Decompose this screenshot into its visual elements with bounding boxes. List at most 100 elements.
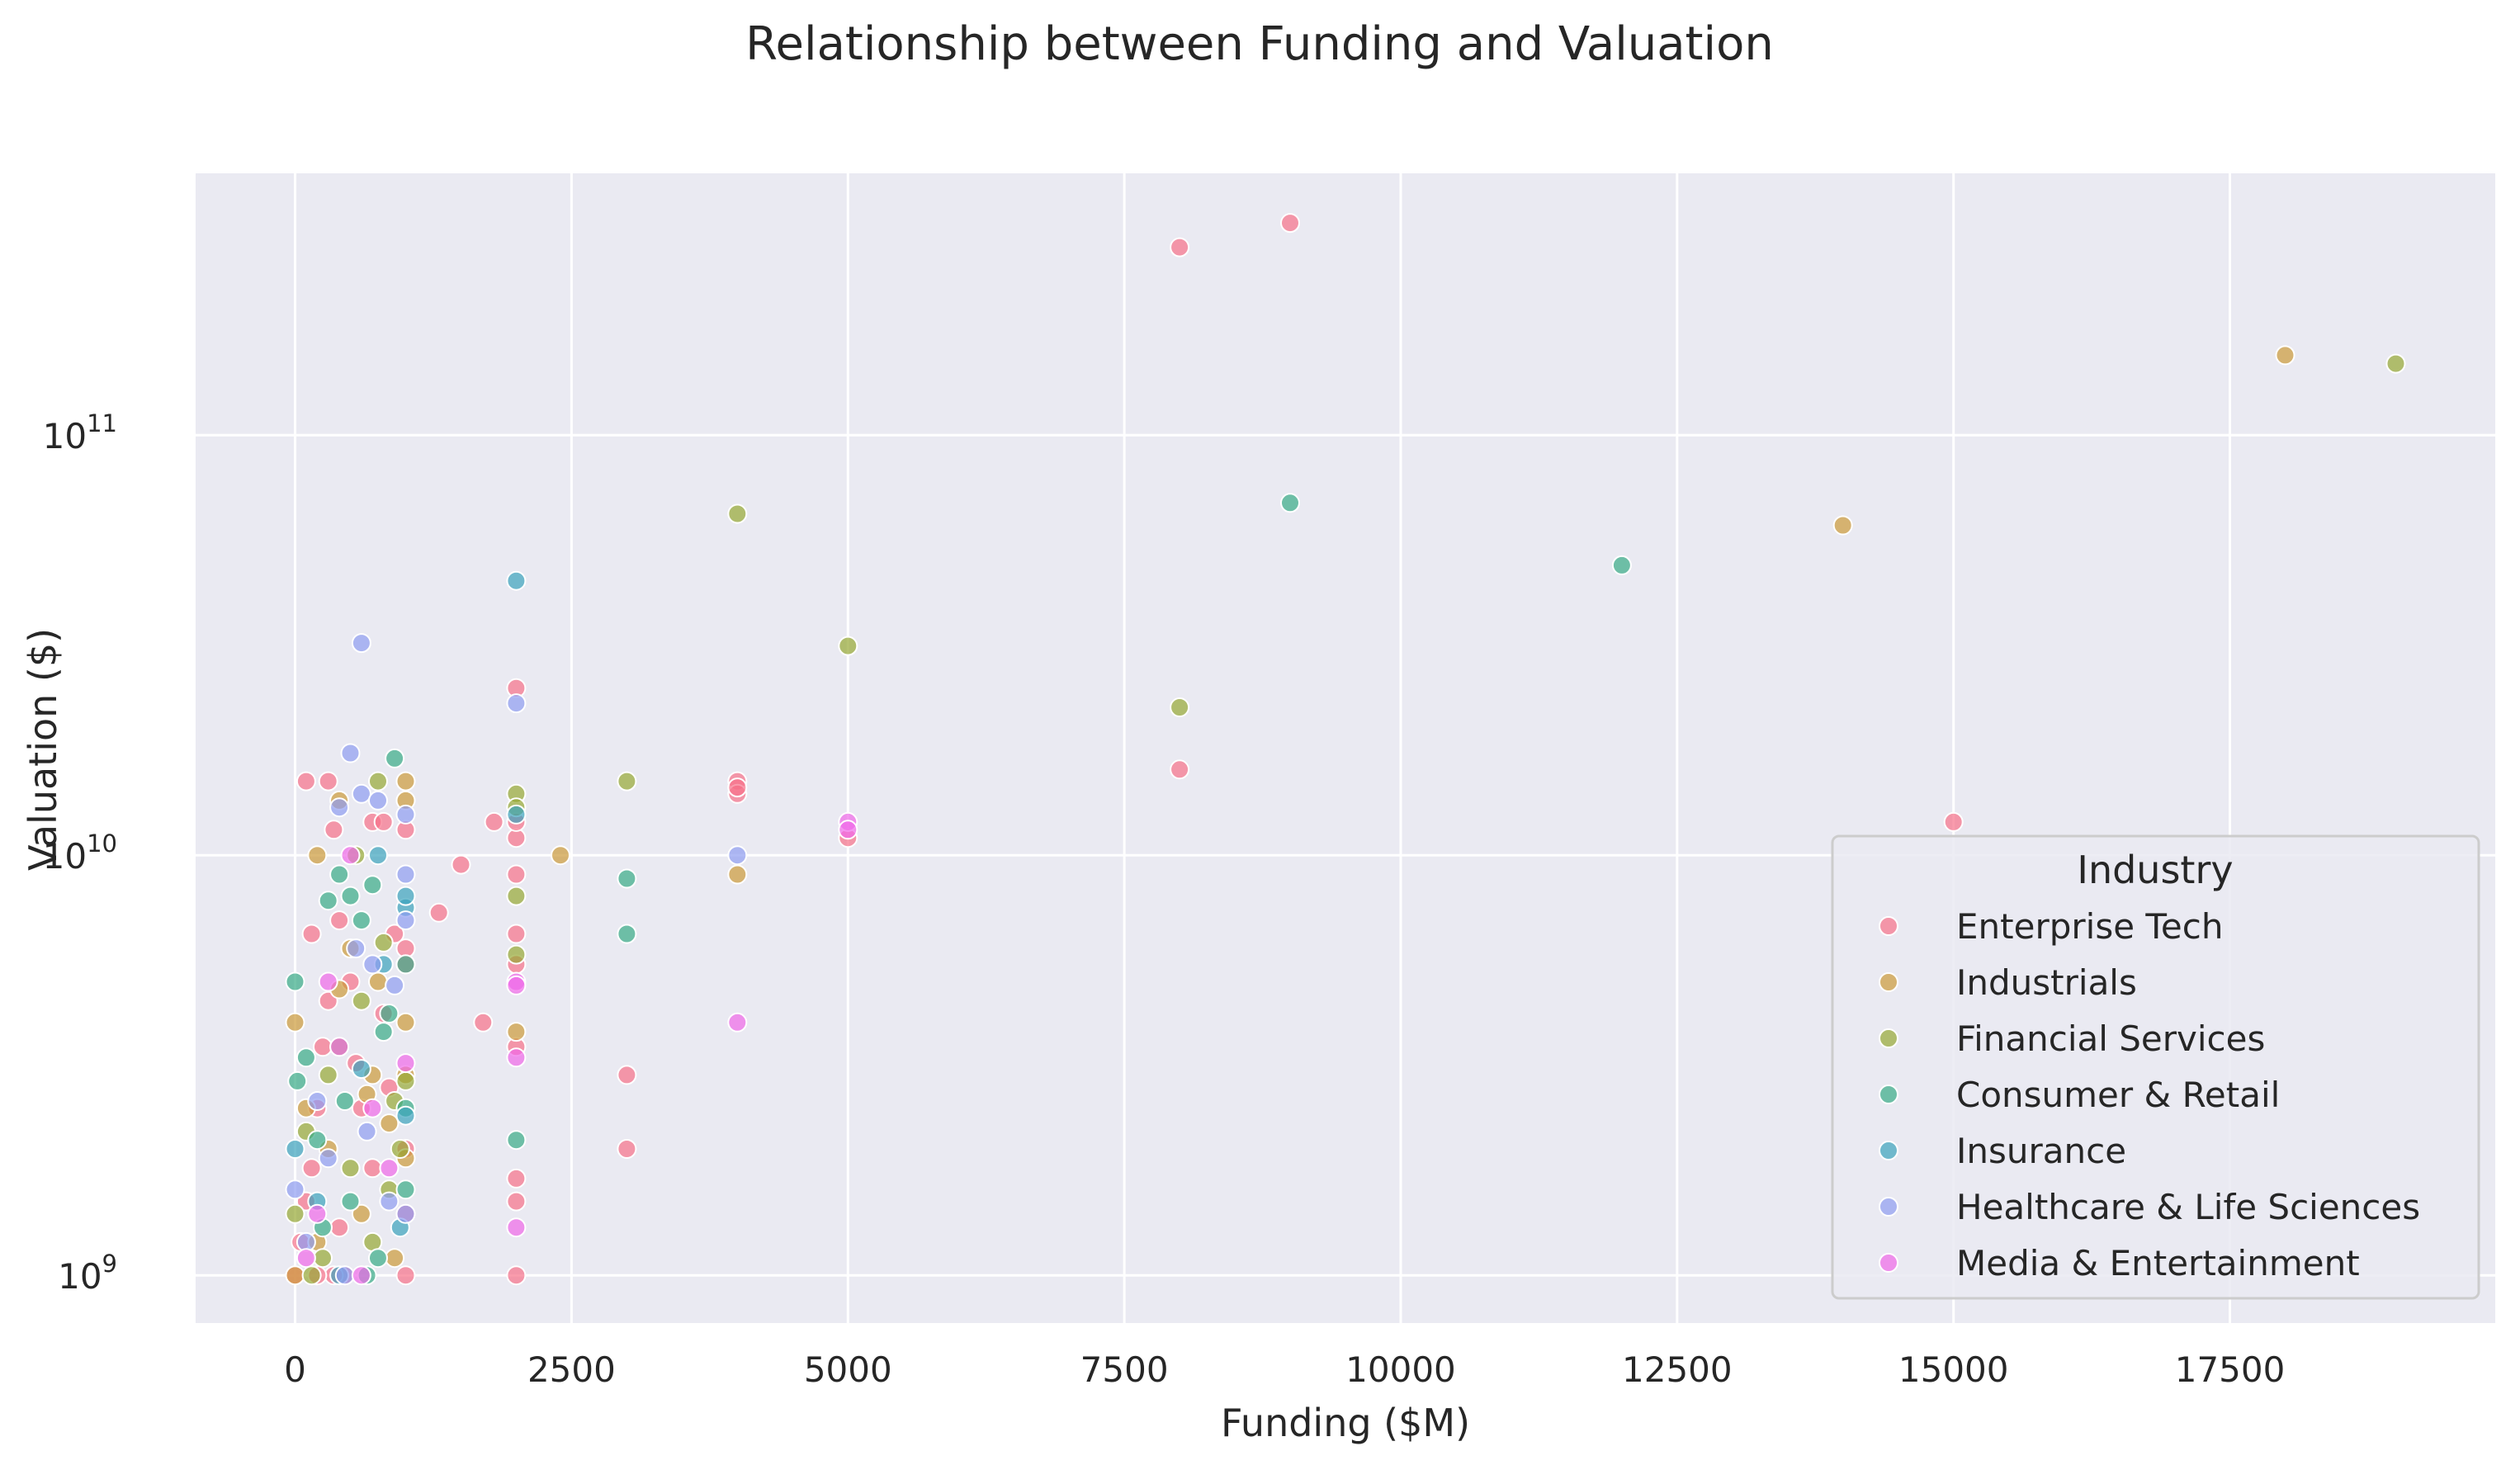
- data-point: [362, 1098, 383, 1118]
- data-point: [395, 910, 416, 931]
- data-point: [295, 1248, 316, 1269]
- data-point: [351, 1265, 371, 1286]
- data-point: [617, 868, 637, 889]
- data-point: [373, 811, 394, 832]
- data-point: [1170, 759, 1190, 780]
- data-point: [1280, 493, 1300, 513]
- data-point: [506, 693, 527, 714]
- y-tick-label: 109: [58, 1250, 117, 1297]
- data-point: [307, 845, 328, 866]
- data-point: [318, 891, 338, 911]
- data-point: [506, 804, 527, 825]
- legend-label: Insurance: [1956, 1131, 2126, 1171]
- data-point: [362, 875, 383, 896]
- legend-label: Financial Services: [1956, 1018, 2265, 1059]
- data-point: [285, 971, 305, 992]
- data-point: [351, 910, 371, 931]
- data-point: [395, 804, 416, 825]
- data-point: [379, 1158, 400, 1179]
- data-point: [395, 864, 416, 885]
- data-point: [362, 1158, 383, 1179]
- data-point: [1280, 213, 1300, 234]
- x-tick-label: 2500: [527, 1349, 616, 1390]
- data-point: [285, 1265, 305, 1286]
- x-tick-label: 5000: [804, 1349, 892, 1390]
- data-point: [285, 1203, 305, 1224]
- data-point: [287, 1070, 308, 1091]
- data-point: [340, 1158, 361, 1179]
- data-point: [1170, 237, 1190, 258]
- data-point: [334, 1091, 355, 1111]
- legend-marker: [1879, 1253, 1898, 1273]
- legend-title: Industry: [2077, 848, 2233, 892]
- data-point: [1611, 555, 1632, 575]
- data-point: [351, 783, 371, 804]
- data-point: [301, 924, 322, 944]
- x-tick-label: 0: [284, 1349, 306, 1390]
- data-point: [428, 902, 449, 923]
- legend-marker: [1879, 1085, 1898, 1104]
- data-point: [395, 1105, 416, 1126]
- x-axis-ticks: 0 2500 5000 7500 10000 12500 15000 17500: [284, 1349, 2285, 1390]
- data-point: [340, 845, 361, 866]
- legend-label: Industrials: [1956, 962, 2137, 1003]
- x-tick-label: 10000: [1345, 1349, 1456, 1390]
- data-point: [506, 886, 527, 906]
- data-point: [329, 797, 350, 818]
- data-point: [307, 1203, 328, 1224]
- legend-label: Consumer & Retail: [1956, 1075, 2280, 1115]
- data-point: [838, 820, 858, 840]
- chart-title: Relationship between Funding and Valuati…: [745, 17, 1774, 71]
- data-point: [727, 845, 748, 866]
- data-point: [368, 771, 388, 792]
- data-point: [395, 886, 416, 906]
- data-point: [395, 1265, 416, 1286]
- data-point: [351, 1203, 371, 1224]
- data-point: [506, 1047, 527, 1068]
- data-points: [285, 213, 2406, 1286]
- data-point: [351, 990, 371, 1011]
- data-point: [329, 910, 350, 931]
- y-tick-label: 1011: [43, 409, 117, 456]
- data-point: [395, 954, 416, 975]
- data-point: [2275, 345, 2295, 366]
- data-point: [368, 790, 388, 810]
- x-tick-label: 17500: [2175, 1349, 2286, 1390]
- data-point: [506, 1130, 527, 1151]
- data-point: [379, 1191, 400, 1212]
- data-point: [368, 971, 388, 992]
- data-point: [617, 771, 637, 792]
- data-point: [357, 1121, 377, 1141]
- data-point: [307, 1130, 328, 1151]
- data-point: [727, 503, 748, 524]
- data-point: [340, 886, 361, 906]
- data-point: [1943, 811, 1964, 832]
- data-point: [473, 1012, 494, 1033]
- data-point: [373, 1022, 394, 1042]
- data-point: [368, 1248, 388, 1269]
- data-point: [506, 864, 527, 885]
- legend-label: Healthcare & Life Sciences: [1956, 1187, 2420, 1227]
- data-point: [385, 748, 405, 768]
- data-point: [506, 570, 527, 591]
- legend-marker: [1879, 1141, 1898, 1160]
- data-point: [346, 938, 366, 959]
- data-point: [838, 636, 858, 656]
- data-point: [318, 971, 338, 992]
- data-point: [368, 845, 388, 866]
- data-point: [506, 1022, 527, 1042]
- data-point: [329, 1037, 350, 1057]
- data-point: [301, 1265, 322, 1286]
- data-point: [484, 811, 504, 832]
- data-point: [451, 854, 471, 875]
- data-point: [617, 1139, 637, 1159]
- data-point: [313, 1248, 333, 1269]
- y-axis-label: Valuation ($): [21, 628, 65, 871]
- data-point: [506, 924, 527, 944]
- data-point: [395, 1012, 416, 1033]
- data-point: [2385, 353, 2406, 374]
- data-point: [285, 1012, 305, 1033]
- legend-marker: [1879, 972, 1898, 992]
- data-point: [285, 1139, 305, 1159]
